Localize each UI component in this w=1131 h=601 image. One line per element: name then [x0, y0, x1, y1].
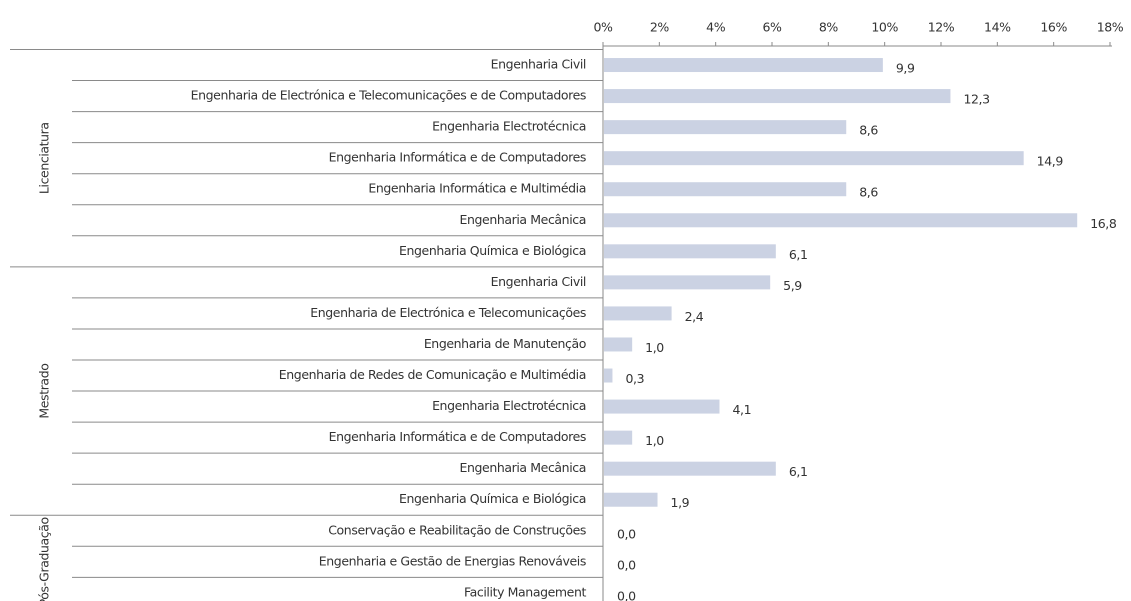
category-label: Conservação e Reabilitação de Construçõe…: [328, 522, 586, 537]
bar: [604, 399, 720, 414]
category-label: Engenharia Informática e Multimédia: [368, 181, 586, 196]
category-label: Engenharia Civil: [491, 274, 586, 289]
value-label: 1,9: [671, 495, 690, 510]
category-label: Engenharia de Electrónica e Telecomunica…: [310, 305, 586, 320]
value-label: 0,0: [617, 557, 636, 572]
category-label: Engenharia Electrotécnica: [432, 119, 586, 134]
bar: [604, 337, 633, 352]
x-tick-label: 12%: [928, 20, 955, 35]
category-label: Engenharia Química e Biológica: [399, 243, 586, 258]
value-label: 1,0: [645, 340, 664, 355]
bar: [604, 120, 847, 135]
category-label: Engenharia Electrotécnica: [432, 398, 586, 413]
category-label: Engenharia Informática e de Computadores: [329, 429, 586, 444]
category-label: Engenharia Civil: [491, 57, 586, 72]
category-label: Engenharia Química e Biológica: [399, 491, 586, 506]
value-label: 6,1: [789, 247, 808, 262]
value-label: 6,1: [789, 464, 808, 479]
value-label: 16,8: [1090, 216, 1117, 231]
category-label: Engenharia de Electrónica e Telecomunica…: [191, 88, 586, 103]
x-tick-label: 10%: [871, 20, 898, 35]
bar: [604, 58, 883, 73]
value-label: 2,4: [685, 309, 704, 324]
x-tick-label: 8%: [819, 20, 839, 35]
bar: [604, 492, 658, 507]
value-label: 4,1: [732, 402, 751, 417]
x-tick-label: 0%: [593, 20, 613, 35]
category-label: Engenharia de Redes de Comunicação e Mul…: [279, 367, 586, 382]
x-tick-label: 14%: [984, 20, 1011, 35]
category-label: Engenharia Mecânica: [459, 460, 586, 475]
category-label: Engenharia e Gestão de Energias Renováve…: [319, 553, 586, 568]
bar: [604, 275, 771, 290]
bar: [604, 244, 776, 259]
bar: [604, 213, 1078, 228]
value-label: 8,6: [859, 185, 878, 200]
value-label: 12,3: [963, 92, 989, 107]
bar: [604, 461, 776, 476]
value-label: 8,6: [859, 123, 878, 138]
bar: [604, 182, 847, 197]
group-label: Mestrado: [37, 364, 52, 419]
x-tick-label: 2%: [650, 20, 670, 35]
x-tick-label: 18%: [1097, 20, 1124, 35]
value-label: 1,0: [645, 433, 664, 448]
x-tick-label: 4%: [706, 20, 726, 35]
group-label: Pós-Graduação: [37, 517, 52, 601]
bar: [604, 430, 633, 445]
x-tick-label: 6%: [762, 20, 782, 35]
value-label: 9,9: [896, 61, 915, 76]
value-label: 5,9: [783, 278, 802, 293]
bar: [604, 151, 1024, 166]
category-label: Facility Management: [464, 584, 587, 599]
value-label: 0,0: [617, 588, 636, 601]
category-label: Engenharia de Manutenção: [424, 336, 586, 351]
value-label: 14,9: [1037, 154, 1064, 169]
bar: [604, 89, 951, 104]
value-label: 0,0: [617, 526, 636, 541]
category-label: Engenharia Mecânica: [459, 212, 586, 227]
value-label: 0,3: [625, 371, 644, 386]
bar: [604, 306, 672, 321]
category-label: Engenharia Informática e de Computadores: [329, 150, 586, 165]
x-tick-label: 16%: [1040, 20, 1067, 35]
group-label: Licenciatura: [37, 122, 52, 194]
bar: [604, 368, 613, 383]
